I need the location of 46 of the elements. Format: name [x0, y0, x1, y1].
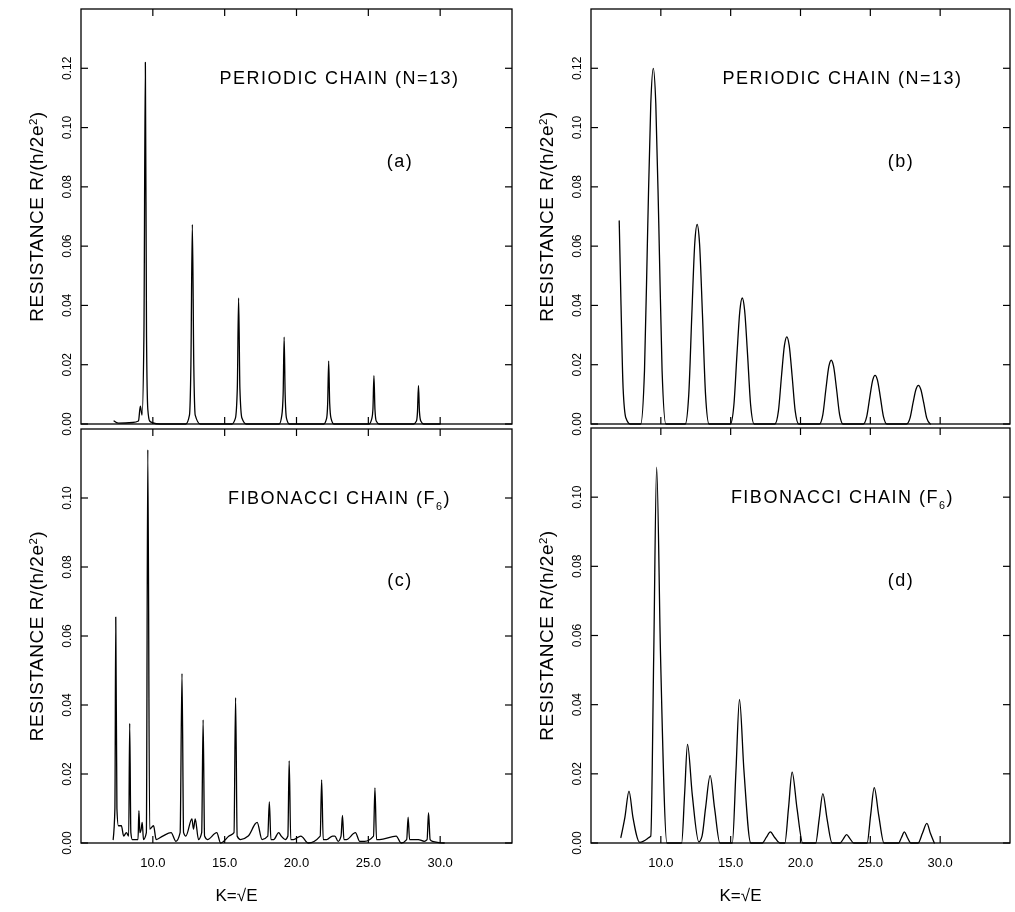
y-tick-label: 0.08	[570, 174, 584, 199]
y-tick-label: 0.00	[570, 412, 584, 436]
annotation: (b)	[887, 150, 915, 171]
y-tick-label: 0.04	[60, 293, 74, 318]
y-tick-label: 0.04	[570, 293, 584, 318]
y-tick-label: 0.04	[570, 692, 584, 717]
x-tick-label: 20.0	[787, 855, 814, 870]
y-tick-label: 0.00	[60, 831, 74, 855]
y-tick-label: 0.02	[570, 761, 584, 786]
y-tick-label: 0.06	[570, 234, 584, 258]
y-tick-label: 0.02	[570, 352, 584, 377]
y-tick-label: 0.08	[570, 554, 584, 579]
y-tick-label: 0.04	[60, 693, 74, 717]
x-tick-label: 15.0	[718, 855, 744, 870]
y-tick-label: 0.10	[570, 485, 584, 509]
annotation: (d)	[887, 569, 915, 590]
y-tick-label: 0.10	[60, 486, 74, 510]
y-tick-label: 0.02	[60, 762, 74, 786]
y-tick-label: 0.02	[60, 352, 74, 377]
y-tick-label: 0.12	[60, 56, 74, 80]
y-tick-label: 0.00	[570, 831, 584, 855]
y-tick-label: 0.10	[570, 115, 584, 140]
x-tick-label: 10.0	[140, 855, 166, 870]
y-tick-label: 0.06	[570, 623, 584, 648]
x-axis-title: K=√E	[719, 886, 762, 905]
annotation: PERIODIC CHAIN (N=13)	[219, 67, 460, 88]
annotation: (c)	[387, 570, 413, 591]
annotation: PERIODIC CHAIN (N=13)	[722, 67, 963, 88]
x-tick-label: 20.0	[283, 855, 310, 870]
y-tick-label: 0.08	[60, 174, 74, 199]
y-tick-label: 0.12	[570, 56, 584, 80]
annotation: FIBONACCI CHAIN (F$_{6}$)	[730, 486, 954, 511]
x-tick-label: 30.0	[427, 855, 453, 870]
x-axis-title: K=√E	[215, 886, 258, 905]
annotation: (a)	[386, 150, 414, 171]
annotation: FIBONACCI CHAIN (F$_{6}$)	[228, 487, 452, 512]
x-tick-label: 25.0	[857, 855, 883, 870]
y-tick-label: 0.06	[60, 234, 74, 258]
x-tick-label: 15.0	[212, 855, 238, 870]
y-tick-label: 0.06	[60, 624, 74, 648]
x-tick-label: 30.0	[927, 855, 953, 870]
x-tick-label: 25.0	[355, 855, 381, 870]
y-tick-label: 0.08	[60, 555, 74, 579]
x-tick-label: 10.0	[648, 855, 674, 870]
y-tick-label: 0.00	[60, 412, 74, 436]
y-tick-label: 0.10	[60, 115, 74, 140]
